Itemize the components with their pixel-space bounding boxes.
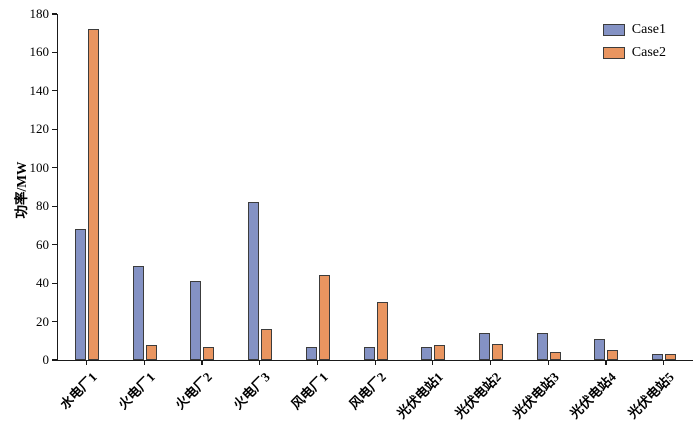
y-tick-mark xyxy=(52,244,57,246)
x-tick-mark xyxy=(259,361,261,365)
legend-swatch-case2 xyxy=(602,47,625,59)
bar-case2-火电厂1 xyxy=(145,344,157,360)
bar-case2-火电厂2 xyxy=(203,346,215,360)
x-axis-label: 光伏电站2 xyxy=(451,369,504,422)
legend-item-case1: Case1 xyxy=(602,22,666,38)
x-tick-mark xyxy=(605,361,607,365)
y-tick-label: 180 xyxy=(29,6,50,21)
bar-case1-光伏电站1 xyxy=(421,346,433,360)
bar-case1-光伏电站4 xyxy=(594,338,606,360)
bar-case2-风电厂1 xyxy=(318,275,330,360)
bar-case2-水电厂1 xyxy=(87,29,99,360)
bar-case2-风电厂2 xyxy=(376,302,388,360)
x-axis-label: 火电厂3 xyxy=(230,369,273,413)
y-tick-label: 160 xyxy=(29,44,50,60)
x-axis-label: 风电厂1 xyxy=(287,369,331,413)
y-tick-mark xyxy=(52,167,57,169)
bar-case1-水电厂1 xyxy=(74,229,86,360)
y-tick-mark xyxy=(52,51,57,54)
x-axis-label: 光伏电站4 xyxy=(567,369,620,422)
y-tick-label: 20 xyxy=(36,313,49,329)
legend: Case1 Case2 xyxy=(602,22,666,61)
x-tick-mark xyxy=(432,361,434,365)
x-tick-mark xyxy=(143,361,145,365)
x-axis-label: 光伏电站3 xyxy=(509,369,562,422)
x-tick-mark xyxy=(547,361,549,365)
y-tick-label: 140 xyxy=(29,82,50,98)
y-axis-title: 功率/MW xyxy=(14,161,29,219)
y-tick-mark xyxy=(52,282,57,284)
y-tick-mark xyxy=(52,359,57,361)
x-axis-label: 火电厂1 xyxy=(114,369,158,413)
bar-case1-光伏电站3 xyxy=(536,333,548,360)
y-tick-label: 80 xyxy=(36,198,49,214)
y-tick-mark xyxy=(52,205,57,207)
y-tick-mark xyxy=(52,320,57,323)
bar-case1-光伏电站5 xyxy=(652,354,664,360)
x-axis-label: 光伏电站5 xyxy=(625,369,678,422)
x-tick-mark xyxy=(316,361,318,365)
bar-case1-风电厂1 xyxy=(305,346,317,360)
y-tick-label: 100 xyxy=(29,159,50,175)
x-axis-label: 光伏电站1 xyxy=(394,369,447,422)
y-tick-label: 40 xyxy=(36,275,49,291)
bar-case2-光伏电站1 xyxy=(434,344,446,360)
bar-case2-火电厂3 xyxy=(261,329,273,360)
x-axis-label: 风电厂2 xyxy=(345,369,389,413)
x-axis-label: 火电厂2 xyxy=(172,369,216,413)
bar-case2-光伏电站3 xyxy=(549,352,561,360)
y-tick-mark xyxy=(52,128,57,130)
x-tick-mark xyxy=(201,361,203,365)
bar-case2-光伏电站4 xyxy=(607,350,619,360)
y-tick-label: 0 xyxy=(42,352,50,367)
legend-item-case2: Case2 xyxy=(602,45,666,61)
y-tick-mark xyxy=(52,13,57,15)
legend-label-case1: Case1 xyxy=(631,22,666,37)
x-tick-mark xyxy=(489,361,492,365)
plot-area xyxy=(57,14,693,361)
x-tick-mark xyxy=(663,361,665,365)
bar-case1-火电厂3 xyxy=(248,202,260,360)
legend-label-case2: Case2 xyxy=(631,45,666,60)
x-tick-mark xyxy=(85,361,88,365)
y-tick-label: 60 xyxy=(36,236,49,252)
x-tick-mark xyxy=(374,361,376,365)
bar-case1-火电厂2 xyxy=(190,281,202,360)
y-tick-label: 120 xyxy=(29,121,50,137)
bar-case2-光伏电站5 xyxy=(665,354,677,360)
y-tick-mark xyxy=(52,90,57,92)
bar-case2-光伏电站2 xyxy=(491,343,503,360)
x-axis-label: 水电厂1 xyxy=(56,369,100,413)
bar-case1-光伏电站2 xyxy=(478,333,490,360)
bar-case1-火电厂1 xyxy=(132,265,144,360)
legend-swatch-case1 xyxy=(602,24,625,36)
bar-case1-风电厂2 xyxy=(363,346,375,360)
